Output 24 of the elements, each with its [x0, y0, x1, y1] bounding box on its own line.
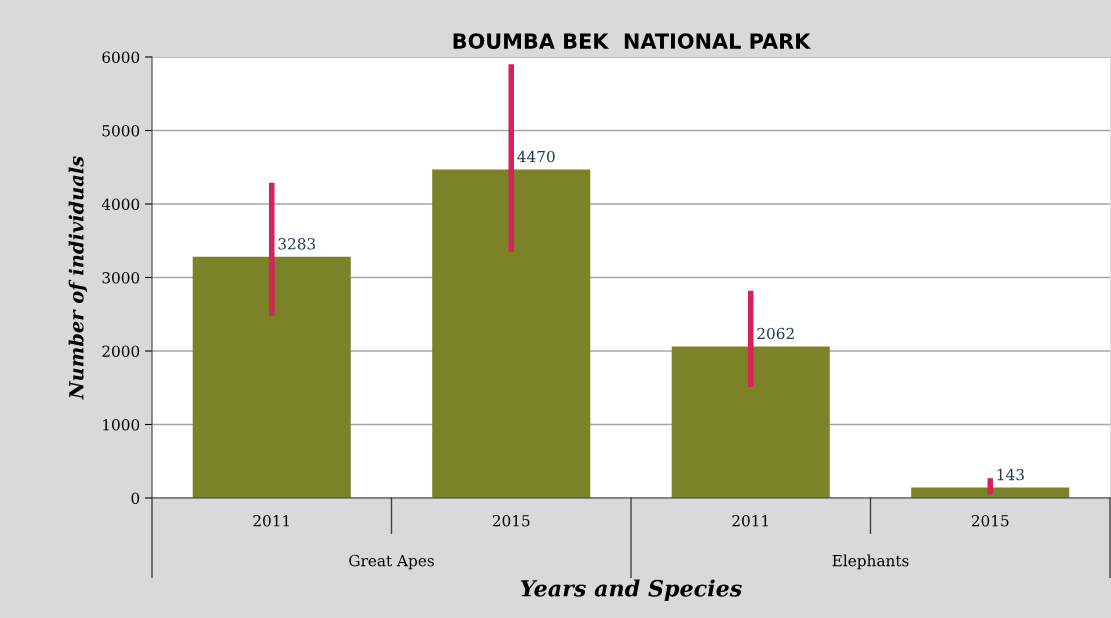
text: Elephants — [832, 554, 909, 570]
x-tick-label: 2015 — [492, 514, 530, 527]
bar — [671, 346, 830, 498]
bar — [192, 256, 351, 498]
x-axis-title: Years and Species — [520, 579, 742, 601]
chart-title: BOUMBA BEK NATIONAL PARK — [453, 33, 811, 49]
bar — [911, 487, 1070, 498]
bar — [432, 169, 591, 498]
y-tick-label: 2000 — [102, 345, 140, 358]
y-tick-label: 0 — [131, 492, 140, 505]
data-label: 143 — [997, 468, 1024, 481]
x-tick-label: 2011 — [732, 514, 769, 527]
y-tick-label: 6000 — [102, 51, 140, 64]
y-axis-title: Number of individuals — [68, 156, 88, 400]
data-label: 4470 — [517, 150, 555, 163]
y-tick-label: 1000 — [103, 418, 140, 431]
y-tick-label: 3000 — [102, 271, 140, 284]
y-tick-label: 4000 — [101, 198, 140, 211]
x-tick-label: 2015 — [971, 514, 1009, 527]
text: Great Apes — [349, 554, 434, 570]
data-label: 3283 — [278, 238, 316, 250]
data-label: 2062 — [757, 327, 794, 340]
y-tick-label: 5000 — [102, 124, 140, 137]
x-tick-label: 2011 — [253, 514, 290, 527]
